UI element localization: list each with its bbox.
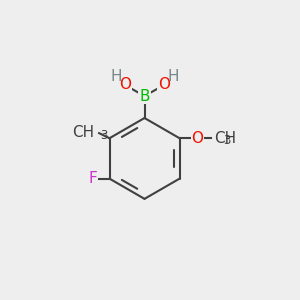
Text: 3: 3 [224,134,231,148]
Text: CH: CH [214,131,236,146]
Text: O: O [158,77,170,92]
Text: F: F [88,171,97,186]
Text: H: H [110,69,122,84]
Text: O: O [119,77,131,92]
Text: O: O [191,131,203,146]
Text: H: H [167,69,179,84]
Text: 3: 3 [100,129,107,142]
Text: B: B [139,88,150,104]
Text: CH: CH [72,125,94,140]
